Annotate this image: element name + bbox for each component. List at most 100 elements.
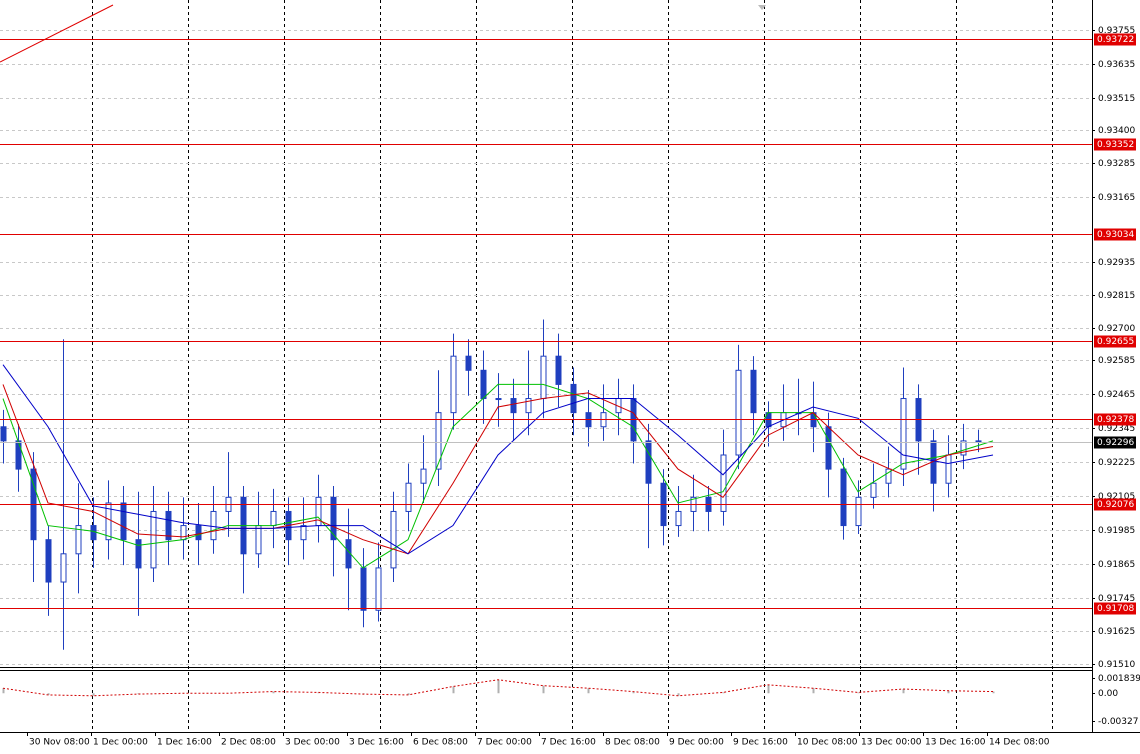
- candle-body: [210, 510, 217, 541]
- candle-body: [0, 426, 7, 442]
- candle-body: [510, 398, 517, 414]
- level-label-box: [1094, 228, 1136, 241]
- level-label-box: [1094, 413, 1136, 426]
- candle-body: [720, 454, 727, 512]
- y-tick-label: 0.92935: [1098, 258, 1135, 268]
- candle-body: [300, 525, 307, 541]
- x-tick-label: 6 Dec 08:00: [413, 738, 468, 748]
- y-tick-label: 0.93400: [1098, 126, 1135, 136]
- candle-body: [750, 369, 757, 414]
- candle-body: [900, 398, 907, 470]
- candle-body: [150, 510, 157, 569]
- x-tick-label: 1 Dec 16:00: [157, 738, 212, 748]
- level-label: 0.92378: [1097, 415, 1134, 425]
- x-tick-label: 13 Dec 00:00: [861, 738, 922, 748]
- candle-body: [885, 468, 892, 484]
- x-tick-label: 30 Nov 08:00: [29, 738, 90, 748]
- level-label-box: [1094, 335, 1136, 348]
- level-label: 0.93722: [1097, 35, 1134, 45]
- y-tick-label: 0.91865: [1098, 560, 1135, 570]
- axes: 0.93755 0.93635 0.93515 0.93400 0.93285 0.931…: [27, 26, 1140, 748]
- osc-y-tick-label: -0.00327: [1098, 717, 1138, 727]
- candle-body: [135, 539, 142, 569]
- x-tick-label: 13 Dec 16:00: [925, 738, 986, 748]
- candle-body: [945, 454, 952, 484]
- candle-body: [450, 355, 457, 414]
- current-price-label: 0.92296: [1097, 438, 1134, 448]
- y-tick-label: 0.93285: [1098, 159, 1135, 169]
- y-tick-label: 0.92815: [1098, 291, 1135, 301]
- level-label: 0.91708: [1097, 604, 1134, 614]
- candle-body: [405, 482, 412, 512]
- candle-body: [270, 510, 277, 527]
- candle-body: [375, 567, 382, 611]
- candle-body: [330, 496, 337, 541]
- candle-body: [555, 355, 562, 385]
- y-tick-label: 0.92105: [1098, 492, 1135, 502]
- candle-body: [180, 525, 187, 541]
- plot: [0, 39, 1092, 697]
- level-label: 0.93352: [1097, 140, 1134, 150]
- candle-body: [360, 567, 367, 611]
- candle-body: [165, 510, 172, 541]
- candle-body: [90, 525, 97, 541]
- x-tick-label: 1 Dec 00:00: [93, 738, 148, 748]
- x-tick-label: 3 Dec 00:00: [285, 738, 340, 748]
- y-tick-label: 0.91510: [1098, 660, 1135, 670]
- y-tick-label: 0.93515: [1098, 94, 1135, 104]
- y-tick-label: 0.92700: [1098, 324, 1135, 334]
- x-tick-label: 9 Dec 16:00: [733, 738, 788, 748]
- level-label: 0.93034: [1097, 230, 1134, 240]
- candle-body: [75, 525, 82, 555]
- moving-average: [2, 364, 994, 555]
- candle-body: [45, 539, 52, 583]
- y-tick-label: 0.91625: [1098, 627, 1135, 637]
- x-tick-label: 8 Dec 08:00: [605, 738, 660, 748]
- candle-body: [960, 440, 967, 456]
- y-tick-label: 0.91745: [1098, 594, 1135, 604]
- y-tick-label: 0.92465: [1098, 390, 1135, 400]
- candle-body: [480, 369, 487, 400]
- x-tick-label: 14 Dec 08:00: [989, 738, 1050, 748]
- y-tick-label: 0.93755: [1098, 26, 1135, 36]
- candle-body: [60, 553, 67, 583]
- moving-average: [2, 384, 994, 555]
- x-tick-label: 2 Dec 08:00: [221, 738, 276, 748]
- candle-body: [120, 502, 127, 541]
- candle-body: [495, 398, 502, 401]
- y-tick-label: 0.92585: [1098, 356, 1135, 366]
- x-tick-label: 9 Dec 00:00: [669, 738, 724, 748]
- candle-body: [420, 468, 427, 484]
- candle-body: [435, 412, 442, 470]
- level-label: 0.92655: [1097, 337, 1134, 347]
- candle-body: [735, 369, 742, 456]
- level-label-box: [1094, 498, 1136, 511]
- level-label: 0.92076: [1097, 500, 1134, 510]
- level-label-box: [1094, 33, 1136, 46]
- osc-signal: [2, 679, 994, 697]
- candle-body: [570, 383, 577, 414]
- candle-body: [540, 355, 547, 400]
- candle-body: [15, 440, 22, 470]
- candle-body: [825, 426, 832, 470]
- x-tick-label: 7 Dec 00:00: [477, 738, 532, 748]
- candle-body: [525, 398, 532, 414]
- candle-body: [465, 355, 472, 371]
- candle-body: [195, 525, 202, 541]
- trend-line: [0, 4, 114, 63]
- scroll-marker: [758, 5, 766, 10]
- x-tick-label: 7 Dec 16:00: [541, 738, 596, 748]
- candle-body: [390, 510, 397, 569]
- osc-y-tick-label: 0.001839: [1098, 674, 1140, 684]
- candle-body: [855, 496, 862, 527]
- candle-body: [840, 468, 847, 527]
- level-label-box: [1094, 602, 1136, 615]
- y-tick-label: 0.92345: [1098, 424, 1135, 434]
- x-tick-label: 3 Dec 16:00: [349, 738, 404, 748]
- moving-average: [2, 383, 994, 569]
- y-tick-label: 0.93165: [1098, 193, 1135, 203]
- y-tick-label: 0.93635: [1098, 60, 1135, 70]
- candle-body: [675, 510, 682, 527]
